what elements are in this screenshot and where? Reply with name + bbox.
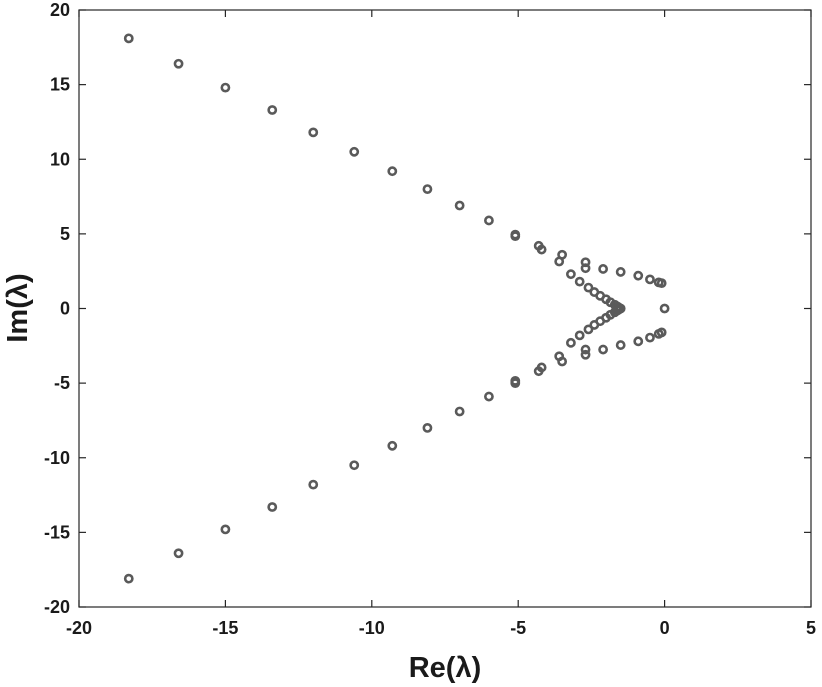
data-markers [123, 33, 670, 584]
data-point [598, 264, 609, 274]
data-point [580, 344, 591, 355]
data-point [615, 267, 626, 277]
data-point [533, 366, 544, 377]
y-tick-label: -20 [44, 597, 70, 617]
data-point [454, 200, 465, 211]
data-point [510, 378, 521, 389]
data-point [220, 524, 231, 535]
data-point [566, 269, 576, 280]
y-tick-label: 20 [50, 0, 70, 20]
data-point [308, 479, 319, 490]
data-point [589, 320, 600, 330]
data-point [615, 340, 626, 350]
data-point [387, 166, 398, 177]
tick-labels: -20 -15 -10 -5 0 5 -20 -15 -10 -5 0 5 10 15 20 [44, 0, 816, 638]
data-point [645, 274, 655, 285]
data-point [267, 502, 278, 512]
data-point [308, 127, 319, 138]
data-point [349, 460, 360, 471]
data-point [554, 256, 565, 267]
data-point [580, 349, 591, 360]
data-point [422, 184, 433, 194]
data-point [510, 231, 521, 242]
x-tick-label: 5 [806, 618, 816, 638]
axis-ticks [78, 9, 812, 608]
plot-area-frame [78, 9, 812, 608]
data-point [633, 336, 644, 347]
x-axis-label: Re(λ) [409, 652, 482, 684]
data-point [387, 440, 398, 451]
x-tick-label: -10 [359, 618, 385, 638]
y-tick-label: 0 [60, 299, 70, 319]
data-point [557, 356, 568, 367]
data-point [598, 344, 609, 355]
data-point [580, 263, 591, 274]
y-tick-label: 15 [50, 75, 70, 95]
y-tick-label: -15 [44, 522, 70, 542]
data-point [454, 406, 465, 417]
data-point [173, 548, 184, 559]
y-tick-label: 5 [60, 224, 70, 244]
data-point [349, 146, 360, 157]
data-point [267, 105, 278, 115]
y-axis-label: Im(λ) [2, 273, 34, 342]
x-tick-label: 0 [660, 618, 670, 638]
x-tick-label: -20 [66, 618, 92, 638]
data-point [123, 33, 134, 44]
y-tick-label: -5 [54, 373, 70, 393]
data-point [659, 303, 670, 314]
data-point [656, 278, 667, 289]
x-tick-label: -5 [510, 618, 526, 638]
data-point [574, 330, 585, 341]
data-point [173, 58, 184, 69]
data-point [583, 282, 594, 293]
data-point [583, 324, 594, 335]
y-tick-label: 10 [50, 149, 70, 169]
data-point [645, 332, 655, 343]
data-point [633, 270, 644, 281]
data-point [536, 244, 547, 255]
data-point [422, 422, 433, 433]
y-tick-label: -10 [44, 448, 70, 468]
x-tick-label: -15 [212, 618, 238, 638]
data-point [653, 328, 664, 339]
data-point [566, 337, 576, 348]
data-point [484, 215, 494, 226]
data-point [574, 276, 585, 287]
data-point [484, 391, 494, 402]
data-point [220, 82, 231, 93]
data-point [123, 573, 134, 584]
